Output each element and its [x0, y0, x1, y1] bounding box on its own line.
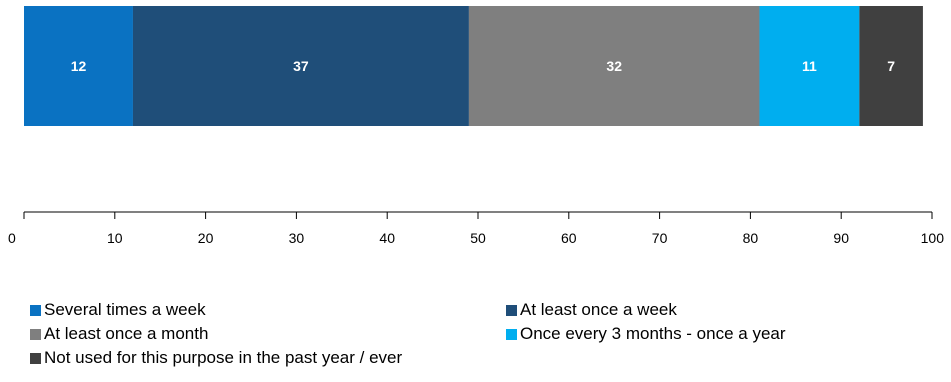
bar-segment-2 — [132, 6, 469, 126]
x-tick-label-20: 20 — [198, 230, 214, 246]
bar-segment-4 — [759, 6, 860, 126]
x-tick-label-60: 60 — [561, 230, 577, 246]
bar-group: 12 37 32 11 7 — [24, 6, 923, 126]
bar-segment-3 — [468, 6, 760, 126]
data-label-4: 11 — [802, 58, 817, 74]
x-axis: 0 10 20 30 40 50 60 70 80 90 100 — [8, 211, 945, 246]
legend-item-5: Not used for this purpose in the past ye… — [30, 348, 402, 368]
legend-item-1: Several times a week — [30, 300, 206, 320]
bar-segment-5 — [859, 6, 923, 126]
x-tick-label-90: 90 — [833, 230, 849, 246]
stacked-bar-chart: 12 37 32 11 7 0 10 20 30 40 50 60 70 80 90 100 — [8, 6, 945, 246]
data-label-3: 32 — [606, 58, 622, 74]
data-label-1: 12 — [71, 58, 87, 74]
x-tick-label-70: 70 — [652, 230, 668, 246]
x-tick-label-80: 80 — [743, 230, 759, 246]
legend-swatch — [506, 328, 517, 340]
legend-label: At least once a week — [520, 300, 677, 319]
legend-label: Once every 3 months - once a year — [520, 324, 786, 343]
x-tick-label-100: 100 — [921, 230, 945, 246]
legend-swatch — [30, 328, 41, 340]
x-tick-label-30: 30 — [289, 230, 305, 246]
legend-label: Several times a week — [44, 300, 206, 319]
bar-segment-1 — [24, 6, 133, 126]
legend-swatch — [30, 352, 41, 364]
legend-swatch — [30, 304, 41, 316]
x-tick-label-0: 0 — [8, 230, 16, 246]
legend-item-2: At least once a week — [506, 300, 677, 320]
legend-item-3: At least once a month — [30, 324, 208, 344]
legend-label: At least once a month — [44, 324, 209, 343]
legend-label: Not used for this purpose in the past ye… — [44, 348, 403, 367]
data-label-5: 7 — [887, 58, 895, 74]
legend-item-4: Once every 3 months - once a year — [506, 324, 786, 344]
data-label-2: 37 — [293, 58, 309, 74]
x-tick-label-40: 40 — [379, 230, 395, 246]
x-tick-label-10: 10 — [107, 230, 123, 246]
legend-swatch — [506, 304, 517, 316]
x-tick-label-50: 50 — [470, 230, 486, 246]
